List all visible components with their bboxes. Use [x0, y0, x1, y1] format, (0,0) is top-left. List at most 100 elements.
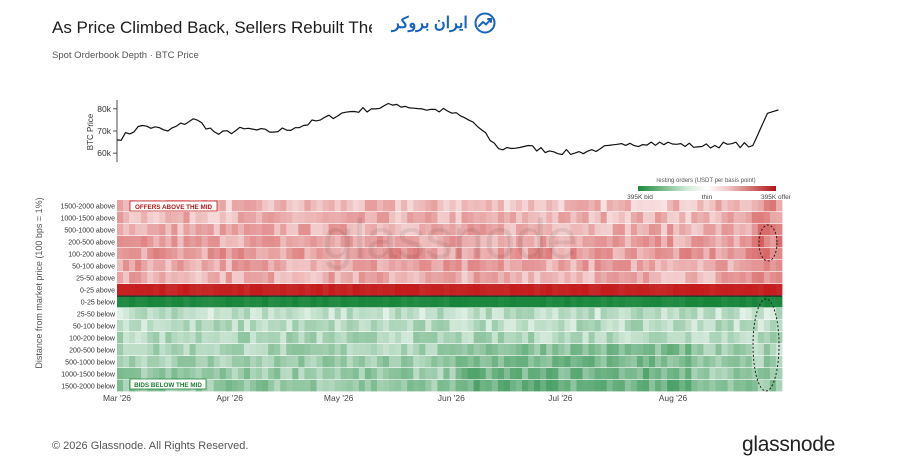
heatmap-cell — [286, 200, 293, 212]
heatmap-cell — [376, 356, 384, 368]
heatmap-cell — [268, 248, 275, 260]
heatmap-cell — [497, 236, 505, 248]
heatmap-cell — [564, 380, 571, 392]
heatmap-cell — [346, 368, 354, 380]
heatmap-cell — [479, 272, 487, 284]
heatmap-cell — [485, 284, 493, 296]
heatmap-cell — [219, 272, 227, 284]
heatmap-cell — [516, 224, 523, 236]
heatmap-cell — [497, 260, 505, 272]
heatmap-cell — [129, 308, 136, 320]
heatmap-cell — [262, 212, 269, 224]
heatmap-cell — [649, 356, 656, 368]
heatmap-cell — [286, 380, 293, 392]
heatmap-cell — [213, 368, 221, 380]
heatmap-cell — [117, 236, 124, 248]
heatmap-cell — [195, 212, 203, 224]
heatmap-cell — [431, 308, 438, 320]
heatmap-cell — [697, 200, 704, 212]
heatmap-cell — [389, 260, 396, 272]
heatmap-cell — [649, 308, 656, 320]
heatmap-cell — [467, 320, 475, 332]
heatmap-cell — [395, 200, 402, 212]
heatmap-cell — [564, 224, 571, 236]
heatmap-cell — [775, 368, 783, 380]
heatmap-cell — [461, 296, 469, 308]
heatmap-cell — [243, 260, 251, 272]
heatmap-cell — [213, 212, 221, 224]
heatmap-cell — [274, 212, 281, 224]
heatmap-cell — [407, 296, 414, 308]
heatmap-cell — [769, 320, 777, 332]
heatmap-cell — [225, 296, 233, 308]
heatmap-cell — [207, 248, 215, 260]
heatmap-row-label: 100-200 below — [69, 336, 116, 343]
heatmap-cell — [262, 368, 269, 380]
heatmap-cell — [274, 320, 281, 332]
heatmap-cell — [655, 212, 662, 224]
heatmap-cell — [437, 248, 444, 260]
heatmap-cell — [340, 224, 348, 236]
heatmap-cell — [352, 356, 360, 368]
heatmap-cell — [600, 356, 608, 368]
heatmap-cell — [171, 224, 178, 236]
heatmap-cell — [129, 212, 136, 224]
heatmap-cell — [606, 320, 614, 332]
heatmap-cell — [449, 284, 456, 296]
heatmap-cell — [769, 200, 777, 212]
heatmap-cell — [697, 320, 704, 332]
heatmap-cell — [630, 380, 638, 392]
heatmap-cell — [534, 344, 541, 356]
heatmap-cell — [582, 248, 589, 260]
heatmap-cell — [237, 356, 245, 368]
heatmap-cell — [491, 368, 499, 380]
heatmap-cell — [769, 236, 777, 248]
heatmap-cell — [358, 284, 366, 296]
heatmap-cell — [691, 320, 698, 332]
heatmap-cell — [703, 284, 710, 296]
heatmap-row-label: 200-500 above — [68, 240, 115, 247]
heatmap-cell — [183, 284, 190, 296]
heatmap-cell — [195, 356, 203, 368]
heatmap-cell — [141, 272, 148, 284]
heatmap-cell — [268, 308, 275, 320]
heatmap-cell — [231, 200, 239, 212]
heatmap-cell — [455, 296, 462, 308]
heatmap-cell — [570, 308, 577, 320]
heatmap-cell — [540, 332, 547, 344]
heatmap-cell — [304, 320, 311, 332]
heatmap-cell — [642, 212, 650, 224]
heatmap-cell — [461, 356, 469, 368]
heatmap-cell — [667, 236, 674, 248]
heatmap-cell — [546, 200, 553, 212]
heatmap-cell — [177, 272, 184, 284]
heatmap-cell — [328, 272, 336, 284]
heatmap-cell — [739, 236, 747, 248]
heatmap-cell — [503, 224, 511, 236]
heatmap-cell — [751, 272, 759, 284]
heatmap-cell — [449, 380, 456, 392]
heatmap-cell — [449, 368, 456, 380]
heatmap-cell — [661, 296, 668, 308]
heatmap-cell — [655, 356, 662, 368]
heatmap-cell — [129, 332, 136, 344]
heatmap-cell — [528, 284, 535, 296]
heatmap-cell — [558, 200, 565, 212]
heatmap-cell — [286, 344, 293, 356]
heatmap-cell — [419, 212, 426, 224]
heatmap-cell — [225, 224, 233, 236]
heatmap-cell — [606, 284, 614, 296]
heatmap-cell — [250, 380, 257, 392]
heatmap-cell — [395, 356, 402, 368]
heatmap-cell — [624, 200, 632, 212]
heatmap-cell — [123, 380, 130, 392]
heatmap-cell — [389, 296, 396, 308]
heatmap-cell — [649, 248, 656, 260]
heatmap-cell — [564, 368, 571, 380]
heatmap-cell — [449, 248, 456, 260]
heatmap-cell — [213, 296, 221, 308]
heatmap-cell — [129, 236, 136, 248]
heatmap-cell — [721, 236, 728, 248]
heatmap-cell — [503, 380, 511, 392]
heatmap-cell — [582, 356, 589, 368]
